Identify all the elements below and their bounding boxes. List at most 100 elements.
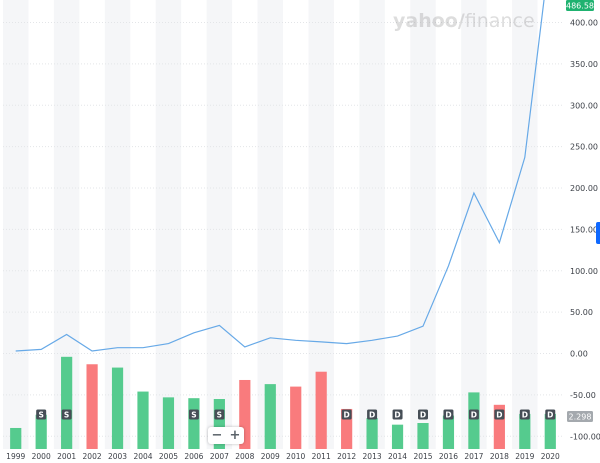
event-marker-box [341, 409, 352, 420]
x-tick-label: 2006 [184, 452, 203, 461]
year-stripe [512, 0, 538, 449]
x-tick-label: 2018 [490, 452, 509, 461]
x-tick-label: 2011 [312, 452, 331, 461]
x-tick-label: 2001 [57, 452, 76, 461]
year-stripe [359, 0, 385, 449]
event-marker-box [214, 409, 225, 420]
x-tick-label: 2014 [388, 452, 407, 461]
volume-bar [544, 413, 556, 449]
x-tick-label: 2007 [210, 452, 229, 461]
bar-value-badge: 2.298 [567, 411, 593, 422]
alternating-year-stripes [3, 0, 538, 449]
x-tick-label: 2002 [83, 452, 102, 461]
year-stripe [461, 0, 487, 449]
y-tick-label: 100.00 [570, 267, 598, 276]
zoom-in-button[interactable]: + [229, 428, 241, 443]
year-stripe [410, 0, 436, 449]
x-tick-label: 2017 [464, 452, 483, 461]
event-marker-label: S [64, 411, 69, 420]
event-marker-box [367, 409, 378, 420]
volume-bar [366, 418, 378, 449]
event-marker-box [519, 409, 530, 420]
event-marker-box [418, 409, 428, 420]
logo-yahoo: yahoo [393, 10, 458, 32]
x-tick-label: 2003 [108, 452, 127, 461]
x-tick-label: 2005 [159, 452, 178, 461]
event-marker: D [443, 409, 454, 420]
event-marker-label: D [369, 411, 375, 420]
y-tick-label: 0.00 [570, 350, 588, 359]
volume-bar [35, 414, 47, 449]
volume-bar [137, 391, 149, 449]
event-marker-box [443, 409, 454, 420]
y-tick-label: 150.00 [570, 225, 598, 234]
y-tick-label: 300.00 [570, 101, 598, 110]
event-marker-box [494, 409, 505, 420]
event-marker-label: S [191, 411, 196, 420]
last-price-badge: 486.58 [566, 0, 594, 11]
volume-bar [442, 415, 455, 449]
event-marker: D [392, 409, 403, 420]
event-marker-label: D [344, 411, 350, 420]
event-marker-box [36, 409, 47, 420]
x-tick-label: 1999 [6, 452, 25, 461]
y-tick-label: 350.00 [570, 60, 598, 69]
event-marker: D [468, 409, 479, 420]
x-tick-label: 2012 [337, 452, 356, 461]
volume-bar [86, 364, 98, 449]
y-tick-label: 200.00 [570, 184, 598, 193]
event-marker: S [188, 409, 199, 420]
event-marker: S [61, 409, 72, 420]
event-marker-label: D [420, 411, 426, 420]
event-marker: S [214, 409, 225, 420]
zoom-out-button[interactable]: − [211, 428, 223, 443]
event-marker-box [468, 409, 479, 420]
y-tick-label: 50.00 [570, 308, 593, 317]
zoom-control[interactable]: − + [208, 427, 244, 444]
event-marker: D [494, 409, 505, 420]
event-marker-label: D [394, 411, 400, 420]
y-tick-label: -50.00 [570, 391, 596, 400]
event-marker-label: S [38, 411, 43, 420]
bar-series [10, 356, 556, 449]
event-marker-label: D [547, 411, 553, 420]
event-marker-label: D [471, 411, 477, 420]
event-marker: D [341, 409, 352, 420]
year-stripe [206, 0, 233, 449]
y-axis-ticks: 400.00 350.00 300.00 250.00 200.00 150.00 100.… [570, 19, 600, 442]
event-marker-box [61, 409, 72, 420]
volume-bar [264, 384, 276, 449]
event-marker-box [188, 409, 199, 420]
x-tick-label: 2020 [541, 452, 560, 461]
x-tick-label: 2010 [286, 452, 305, 461]
yahoo-finance-logo: yahoo/finance [393, 10, 535, 32]
price-line-series [15, 0, 545, 352]
volume-bar [111, 367, 124, 449]
volume-bar [213, 399, 225, 449]
volume-bar [61, 356, 73, 449]
y-tick-label: 250.00 [570, 143, 598, 152]
volume-bar [341, 408, 353, 449]
volume-bar [417, 423, 429, 449]
event-marker-box [545, 409, 556, 420]
y-tick-label: -100.00 [570, 432, 600, 441]
year-stripe [257, 0, 283, 449]
bar-badge-value: 2.298 [569, 413, 592, 422]
volume-bar [468, 392, 480, 449]
y-tick-label: 400.00 [570, 19, 598, 28]
event-marker: D [367, 409, 378, 420]
x-tick-label: 2019 [515, 452, 534, 461]
event-marker-label: D [496, 411, 502, 420]
x-axis-ticks: 1999 2000 2001 2002 2003 2004 2005 2006 2007 2008… [6, 452, 560, 461]
x-tick-label: 2004 [133, 452, 152, 461]
volume-bar [239, 379, 251, 449]
volume-bar [162, 397, 175, 449]
side-panel-handle[interactable] [596, 222, 600, 244]
event-marker: D [519, 409, 530, 420]
event-marker: D [545, 409, 556, 420]
year-stripe [155, 0, 182, 449]
x-tick-label: 2000 [32, 452, 51, 461]
x-tick-label: 2016 [439, 452, 458, 461]
